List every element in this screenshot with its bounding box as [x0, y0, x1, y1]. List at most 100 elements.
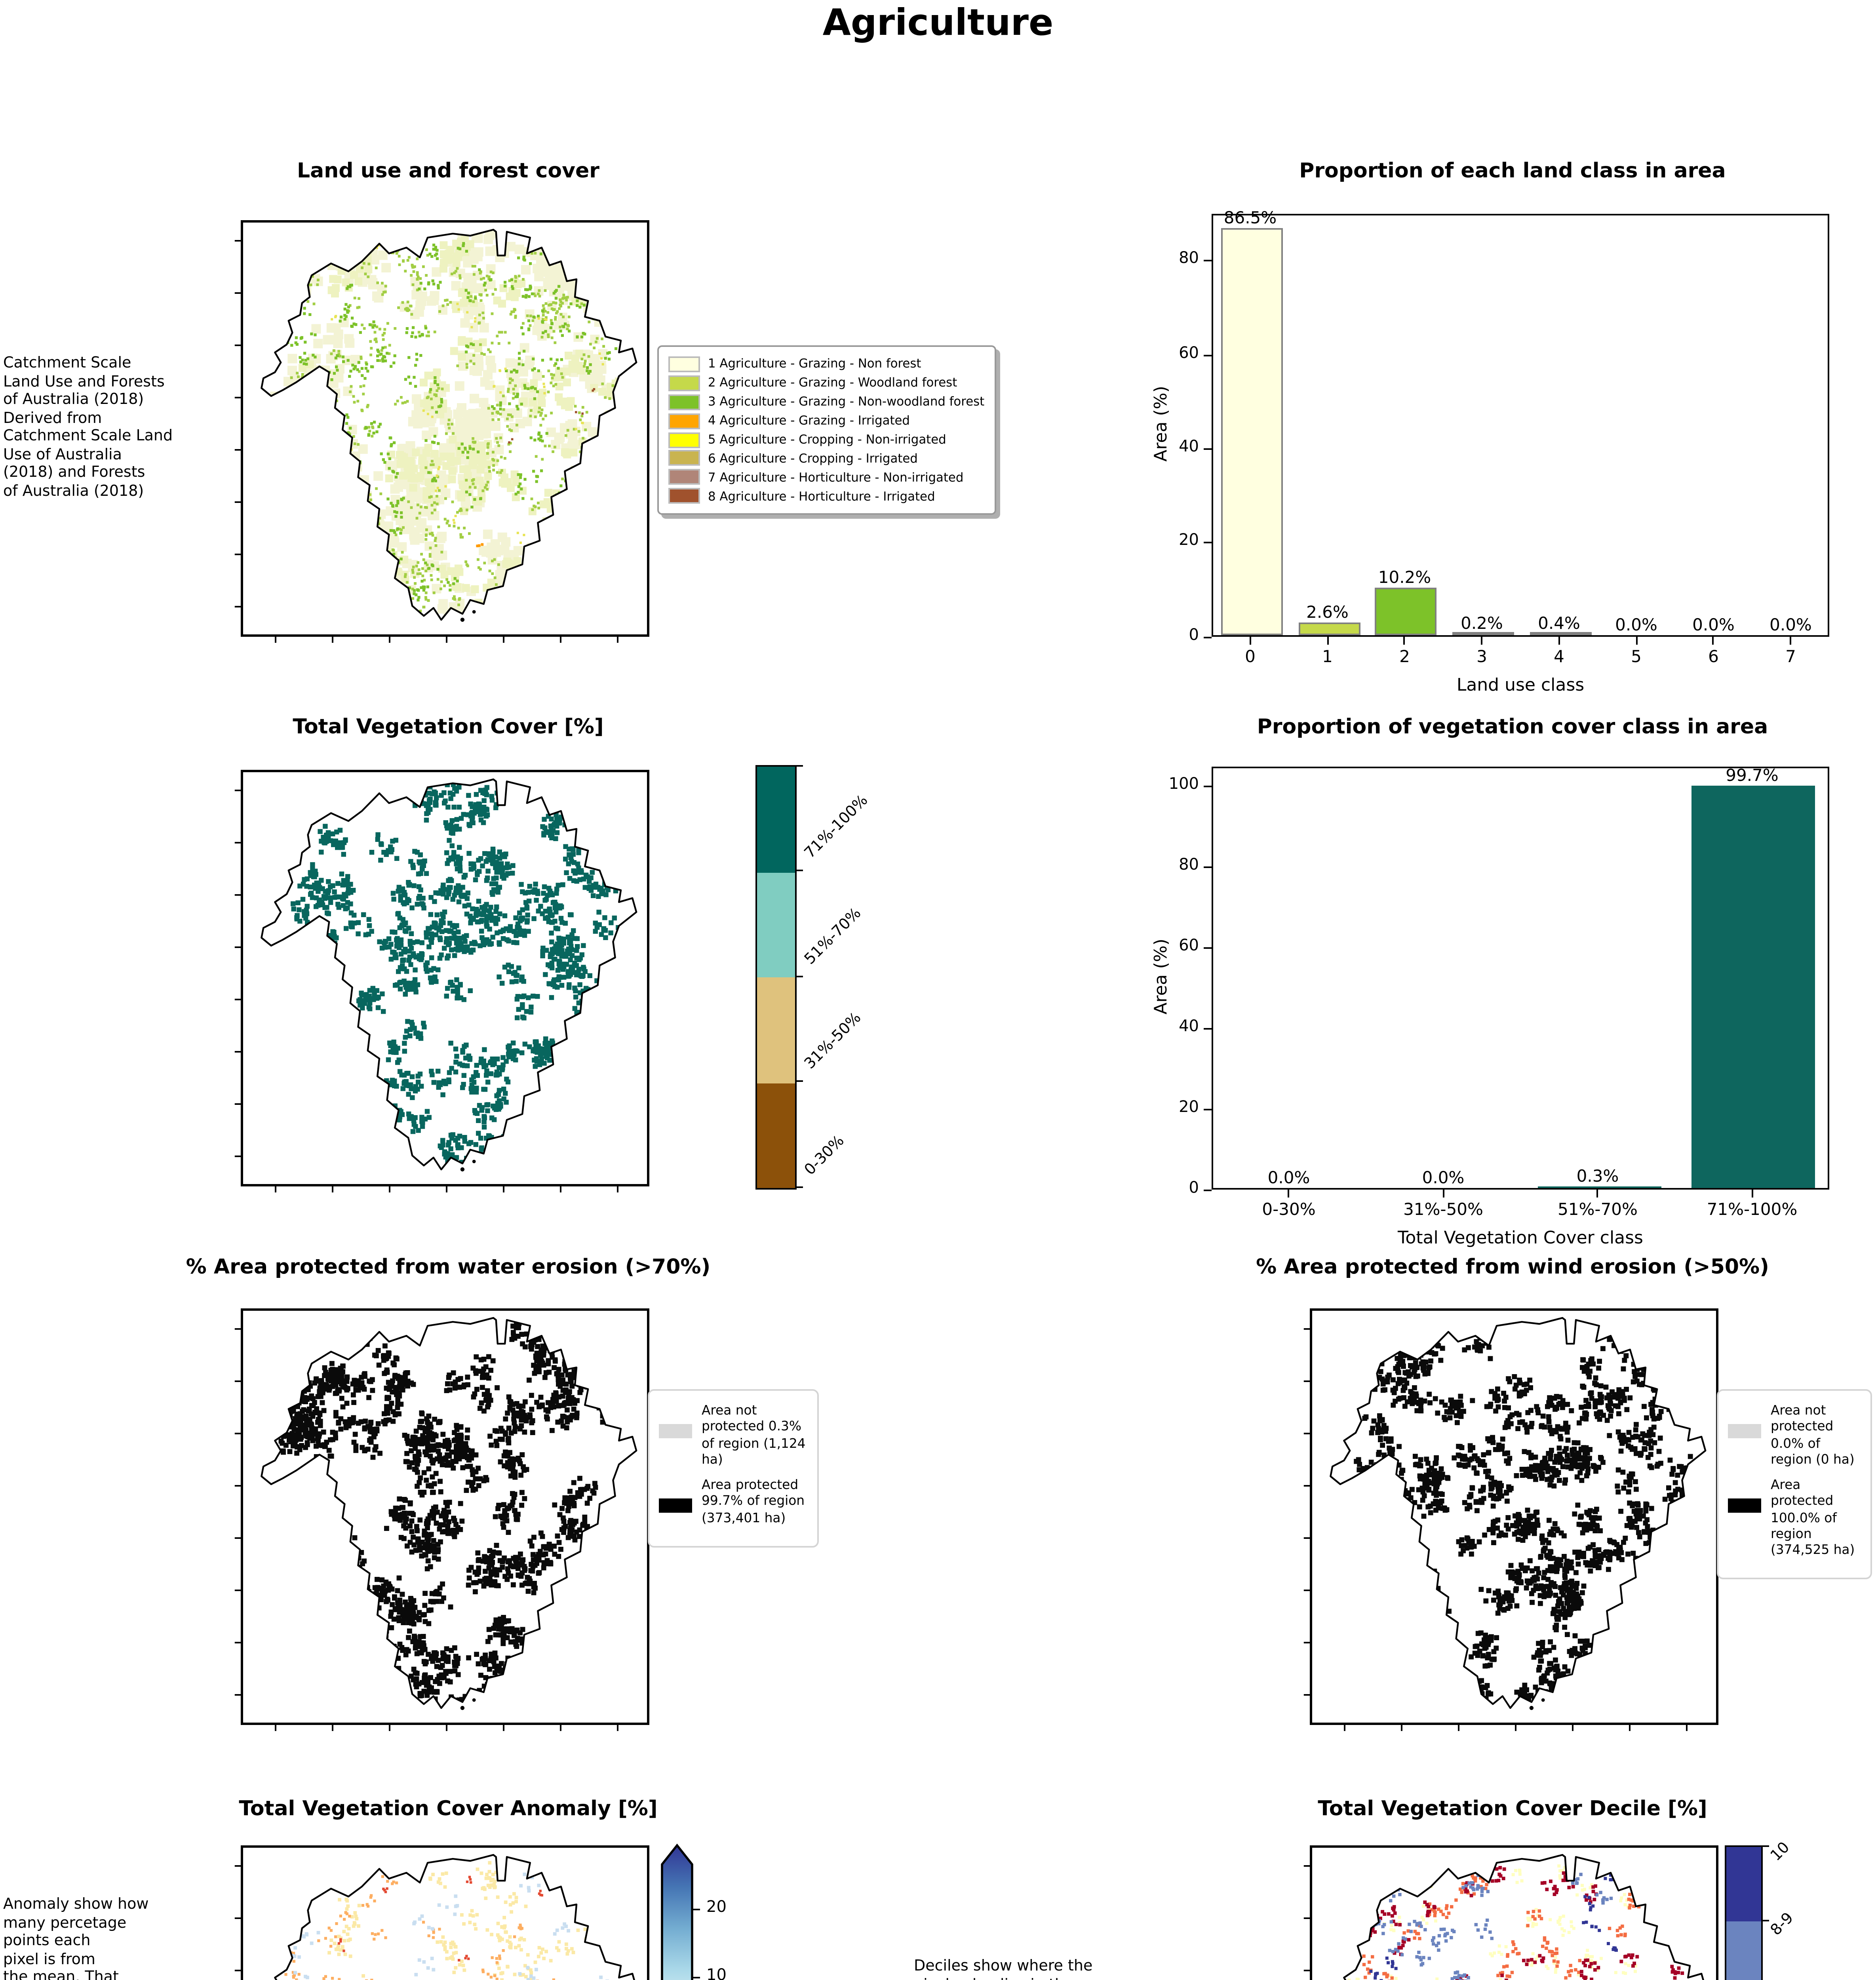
legend-swatch: [668, 375, 700, 391]
island-dot: [472, 1159, 476, 1163]
legend-swatch: [668, 469, 700, 485]
y-tick-label: 100: [1168, 776, 1199, 794]
legend-item-label: 4 Agriculture - Grazing - Irrigated: [708, 413, 910, 428]
colorbar-segment: [757, 767, 795, 872]
colorbar-body: [755, 765, 797, 1190]
colorbar-segment: [1726, 1922, 1761, 1980]
land-use-map: [234, 220, 649, 643]
bar-value-label: 0.0%: [1615, 616, 1657, 635]
bar-value-label: 0.0%: [1422, 1169, 1465, 1188]
y-tick-label: 0: [1189, 1179, 1199, 1197]
x-axis-label: Land use class: [1456, 675, 1585, 695]
x-tick-label: 2: [1399, 648, 1410, 667]
legend-item-label: 3 Agriculture - Grazing - Non-woodland f…: [708, 394, 985, 409]
x-tick-label: 4: [1554, 648, 1564, 667]
legend-item: 6 Agriculture - Cropping - Irrigated: [668, 449, 985, 468]
x-tick: [1751, 1190, 1753, 1198]
legend-item: Area protected 100.0% of region (374,525…: [1728, 1476, 1861, 1557]
colorbar-tick: [795, 870, 803, 871]
x-tick-label: 1: [1322, 648, 1333, 667]
bar: [1452, 632, 1514, 635]
catchment-outline: [261, 778, 637, 1171]
catchment-region-fill: [275, 1855, 634, 1980]
island-dot: [472, 610, 476, 614]
plot-area: [1212, 767, 1829, 1190]
colorbar-tick-label: 10: [706, 1967, 727, 1980]
y-tick: [1204, 866, 1212, 868]
legend-item-label: 5 Agriculture - Cropping - Non-irrigated: [708, 432, 946, 447]
y-tick-label: 20: [1179, 532, 1199, 550]
bar-value-label: 0.2%: [1461, 615, 1503, 634]
colorbar-body: [1725, 1845, 1763, 1980]
legend-swatch: [1728, 1498, 1761, 1513]
colorbar-label: 51%-70%: [801, 904, 865, 968]
veg-cover-map: [234, 770, 649, 1193]
panel-title-land-use-map: Land use and forest cover: [297, 160, 599, 184]
x-tick: [1288, 1190, 1290, 1198]
y-tick-label: 80: [1179, 857, 1199, 875]
panel-title-anomaly-map: Total Vegetation Cover Anomaly [%]: [239, 1798, 658, 1822]
island-dot: [472, 1698, 476, 1702]
panel-title-land-class-chart: Proportion of each land class in area: [1299, 160, 1726, 184]
colorbar-segment: [1726, 1847, 1761, 1922]
land-use-source-note: Catchment Scale Land Use and Forests of …: [3, 355, 173, 501]
bar: [1537, 1186, 1661, 1188]
y-tick-label: 60: [1179, 937, 1199, 955]
legend-item: 5 Agriculture - Cropping - Non-irrigated: [668, 430, 985, 449]
legend-item: 8 Agriculture - Horticulture - Irrigated: [668, 487, 985, 506]
panel-title-veg-cover-map: Total Vegetation Cover [%]: [293, 716, 604, 740]
colorbar-tick: [795, 764, 803, 766]
x-tick: [1249, 637, 1251, 645]
y-tick: [1204, 947, 1212, 949]
y-tick-label: 40: [1179, 1018, 1199, 1036]
bar: [1298, 623, 1360, 635]
legend-item: Area not protected 0.0% of region (0 ha): [1728, 1402, 1861, 1467]
bar-value-label: 0.0%: [1692, 616, 1735, 635]
legend-item-label: Area protected 99.7% of region (373,401 …: [702, 1476, 805, 1525]
decile-map: [1303, 1845, 1718, 1980]
decile-explainer-note: Deciles show where the pixel value lies …: [914, 1958, 1093, 1980]
y-tick: [1204, 448, 1212, 450]
island-dot: [1529, 1706, 1534, 1710]
x-tick: [1442, 1190, 1444, 1198]
catchment-outline: [261, 228, 637, 621]
legend-swatch: [659, 1498, 692, 1513]
colorbar-segment: [757, 1083, 795, 1188]
wind-erosion-map: [1303, 1308, 1718, 1731]
legend-swatch: [659, 1424, 692, 1438]
bar-value-label: 10.2%: [1378, 568, 1431, 587]
veg-class-bar-chart: 0 20 40 60 80 100 Area (%) 0-30% 0.0% 31%-50% 0.0%…: [1151, 767, 1829, 1248]
colorbar-label: 0-30%: [801, 1131, 849, 1178]
legend-item-label: 7 Agriculture - Horticulture - Non-irrig…: [708, 470, 964, 485]
x-tick-label: 0-30%: [1262, 1201, 1316, 1220]
legend-swatch: [1728, 1424, 1761, 1438]
x-tick-label: 3: [1476, 648, 1487, 667]
bar-value-label: 99.7%: [1726, 767, 1779, 786]
legend-item: 4 Agriculture - Grazing - Irrigated: [668, 411, 985, 430]
x-tick-label: 51%-70%: [1558, 1201, 1638, 1220]
y-axis-label: Area (%): [1151, 938, 1171, 1014]
legend-item-label: 1 Agriculture - Grazing - Non forest: [708, 357, 921, 371]
y-tick: [1204, 636, 1212, 638]
y-tick-label: 40: [1179, 438, 1199, 456]
bar: [1530, 632, 1592, 635]
x-tick: [1635, 637, 1637, 645]
colorbar-tick-label: 20: [706, 1899, 727, 1917]
y-tick-label: 20: [1179, 1099, 1199, 1116]
x-tick-label: 6: [1708, 648, 1719, 667]
colorbar-label: 71%-100%: [801, 792, 872, 862]
legend-item: 1 Agriculture - Grazing - Non forest: [668, 355, 985, 374]
wind-erosion-legend: Area not protected 0.0% of region (0 ha)…: [1717, 1389, 1872, 1580]
y-tick: [1204, 1028, 1212, 1030]
legend-item: Area not protected 0.3% of region (1,124…: [659, 1402, 808, 1467]
catchment-region-fill: [261, 779, 637, 1170]
legend-swatch: [668, 413, 700, 429]
y-tick: [1204, 786, 1212, 788]
x-tick-label: 71%-100%: [1707, 1201, 1798, 1220]
anomaly-colorbar-gradient: [661, 1843, 693, 1980]
x-tick-label: 5: [1631, 648, 1642, 667]
catchment-outline: [274, 1854, 635, 1980]
bar-value-label: 86.5%: [1223, 209, 1277, 229]
colorbar-tick: [1761, 1919, 1769, 1921]
bar-value-label: 0.4%: [1538, 614, 1580, 634]
